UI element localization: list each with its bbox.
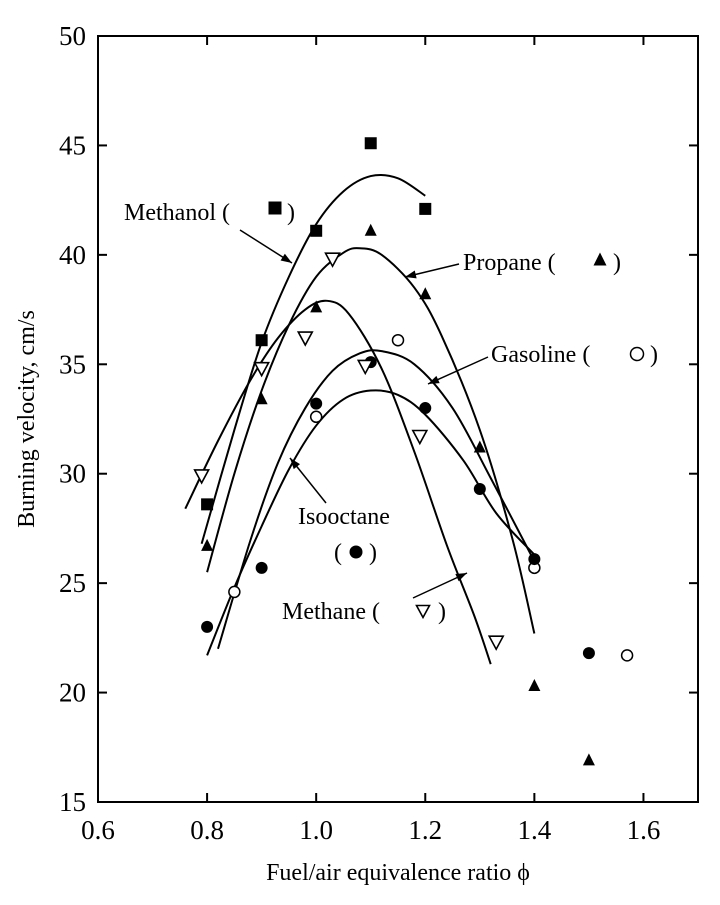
isooctane-curve [206,389,536,656]
gasoline-arrow-head [428,375,440,384]
methane-point [487,635,505,651]
propane-label-marker [593,252,607,266]
methanol-curve [200,173,426,545]
gasoline-point [620,649,634,662]
methane-point [356,359,374,376]
methanol-point [201,498,214,511]
methane-point [253,361,270,378]
isooctane-label-close: ) [369,540,377,566]
y-tick-label: 25 [59,568,86,598]
x-tick-label: 0.6 [81,815,115,845]
gasoline-curve [217,349,536,650]
propane-point [528,679,541,692]
isooctane-point [201,620,214,633]
isooctane-label-open: ( [334,540,342,566]
gasoline-label-close: ) [650,342,658,368]
methane-point [411,429,429,446]
methanol-point [364,137,377,150]
isooctane-point [528,553,541,566]
x-axis-title: Fuel/air equivalence ratio ϕ [266,860,530,886]
annotations-layer: Methanol () Propane () Gasoline () Isooctan… [124,200,658,625]
methanol-point [255,334,268,347]
methanol-label: Methanol ( [124,200,230,226]
y-tick-label: 40 [59,240,86,270]
isooctane-point [582,647,595,660]
y-tick-label: 15 [59,787,86,817]
x-tick-label: 1.2 [408,815,442,845]
propane-point [364,223,377,236]
isooctane-point [473,483,486,496]
methane-arrow-head [455,573,467,582]
methane-label-close: ) [438,599,446,625]
propane-point [473,440,486,453]
isooctane-point [310,397,323,410]
propane-point [310,300,323,313]
y-axis-title: Burning velocity, cm/s [14,310,40,528]
x-tick-label: 1.4 [517,815,551,845]
methane-label: Methane ( [282,599,380,625]
methane-label-marker [415,604,431,620]
methane-point [296,331,314,347]
y-tick-label: 20 [59,678,86,708]
methane-curve [184,299,492,665]
gasoline-point [309,410,323,424]
propane-point [201,538,214,551]
propane-curve [206,247,536,634]
y-tick-label: 35 [59,349,86,379]
y-tick-label: 30 [59,459,86,489]
propane-point [582,753,595,766]
isooctane-label-marker [349,545,363,559]
methanol-point [310,224,323,237]
propane-arrow-head [405,270,417,279]
isooctane-point [255,561,268,574]
methanol-label-close: ) [287,200,295,226]
isooctane-point [419,402,432,415]
markers-layer [193,137,634,766]
curves-layer [184,173,536,665]
methanol-arrow-head [280,253,292,263]
methanol-label-marker [268,201,282,215]
plot-frame [97,35,699,803]
propane-label-close: ) [613,250,621,276]
gasoline-point [228,585,241,599]
isooctane-arrow-head [290,458,300,470]
gasoline-label: Gasoline ( [491,342,590,368]
y-tick-label: 50 [59,21,86,51]
ticks-layer: 0.6 0.8 1.0 1.2 1.4 1.6 15 20 25 30 35 40 45 50 [59,21,698,845]
propane-point [255,392,268,405]
x-tick-label: 0.8 [190,815,224,845]
methane-point [193,469,210,485]
y-tick-label: 45 [59,130,86,160]
gasoline-point [391,333,405,347]
isooctane-label: Isooctane [298,504,390,530]
x-tick-label: 1.6 [627,815,661,845]
methane-point [324,252,341,268]
x-tick-label: 1.0 [299,815,333,845]
propane-point [419,287,432,300]
gasoline-label-marker [629,346,645,362]
propane-label: Propane ( [463,250,556,276]
methanol-point [419,202,432,215]
